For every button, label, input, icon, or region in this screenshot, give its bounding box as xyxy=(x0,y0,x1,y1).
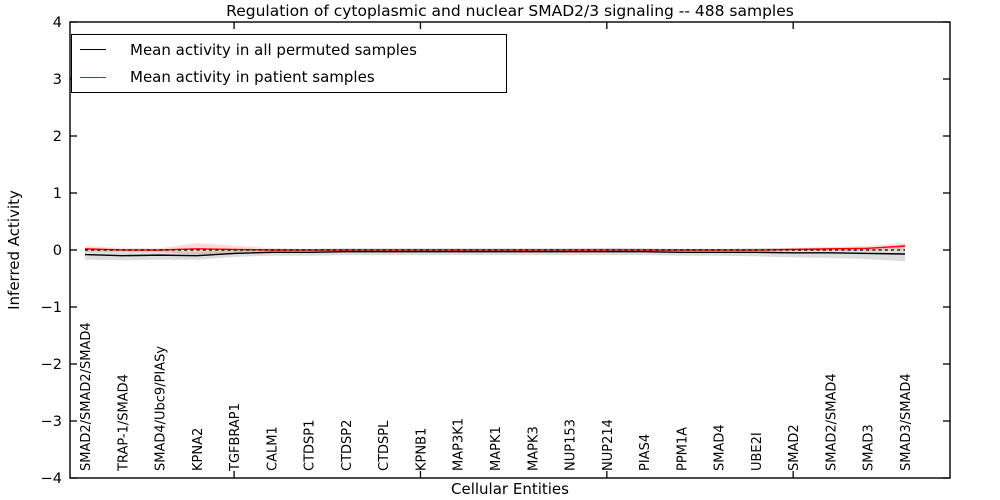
y-tick-label: 1 xyxy=(53,186,62,202)
x-tick-label: MAPK1 xyxy=(489,426,504,471)
x-tick-label: SMAD2 xyxy=(787,424,802,471)
y-tick-label: 3 xyxy=(53,72,62,88)
x-tick-label: SMAD4/Ubc9/PIASy xyxy=(154,346,169,471)
x-tick-label: TRAP-1/SMAD4 xyxy=(116,374,131,472)
y-tick-label: −1 xyxy=(41,300,62,316)
y-tick-label: 4 xyxy=(53,15,62,31)
legend-item-permuted: Mean activity in all permuted samples xyxy=(72,37,506,63)
x-tick-label: TGFBRAP1 xyxy=(228,403,243,472)
legend-item-patient: Mean activity in patient samples xyxy=(72,64,506,90)
x-tick-label: SMAD4 xyxy=(713,424,728,471)
y-tick-label: −2 xyxy=(41,357,62,373)
x-tick-label: KPNA2 xyxy=(191,428,206,471)
legend: Mean activity in all permuted samples Me… xyxy=(71,34,507,93)
legend-label-patient: Mean activity in patient samples xyxy=(130,68,375,87)
x-tick-label: SMAD3/SMAD4 xyxy=(899,373,914,471)
x-tick-label: MAP3K1 xyxy=(452,418,467,471)
x-tick-label: SMAD3 xyxy=(862,424,877,471)
permuted-line-sample-icon xyxy=(80,49,106,51)
x-tick-label: PIAS4 xyxy=(638,434,653,471)
chart-title: Regulation of cytoplasmic and nuclear SM… xyxy=(226,2,794,20)
y-tick-label: −4 xyxy=(41,471,62,487)
y-tick-label: −3 xyxy=(41,414,62,430)
y-tick-label: 2 xyxy=(53,129,62,145)
legend-label-permuted: Mean activity in all permuted samples xyxy=(130,40,417,59)
permuted-mean-line xyxy=(84,251,906,257)
x-tick-label: NUP214 xyxy=(601,419,616,471)
patient-line-sample-icon xyxy=(80,76,106,78)
x-tick-label: KPNB1 xyxy=(414,428,429,471)
y-tick-label: 0 xyxy=(53,243,62,259)
x-tick-label: SMAD2/SMAD4 xyxy=(824,373,839,471)
x-tick-label: PPM1A xyxy=(675,427,690,471)
x-tick-label: SMAD2/SMAD2/SMAD4 xyxy=(79,322,94,471)
x-tick-label: MAPK3 xyxy=(526,426,541,471)
x-axis-label: Cellular Entities xyxy=(451,480,569,498)
x-tick-label: CTDSP1 xyxy=(303,420,318,471)
x-tick-label: CALM1 xyxy=(265,426,280,471)
x-tick-label: CTDSP2 xyxy=(340,420,355,471)
x-tick-label: NUP153 xyxy=(564,419,579,471)
x-tick-label: CTDSPL xyxy=(377,420,392,471)
x-tick-label: UBE2I xyxy=(750,432,765,471)
patient-std-band xyxy=(85,243,905,255)
